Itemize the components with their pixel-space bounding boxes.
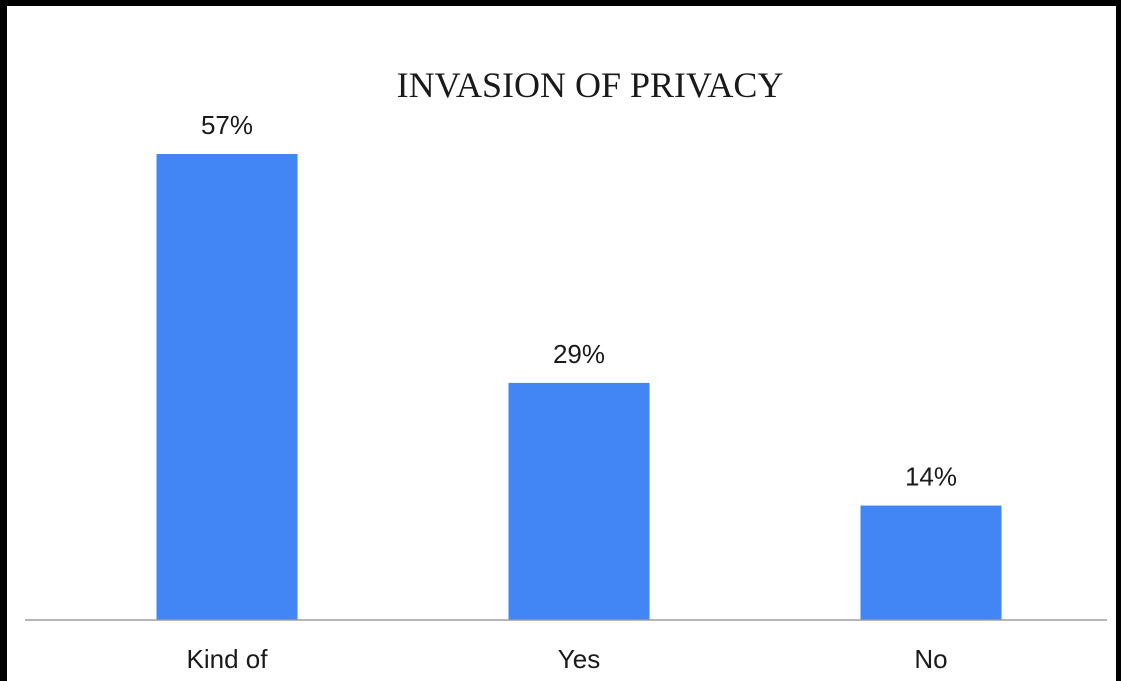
bar-kind-of xyxy=(156,154,298,620)
bar-no xyxy=(860,505,1002,620)
labels-layer: 57% Kind of 29% Yes 14% No xyxy=(187,110,958,674)
bars-layer xyxy=(156,154,1002,620)
data-label-kind-of: 57% xyxy=(201,110,253,140)
bar-chart: INVASION OF PRIVACY 57% Kind of 29% Yes 14% N… xyxy=(25,65,1107,674)
bar-yes xyxy=(508,382,650,620)
x-tick-label-kind-of: Kind of xyxy=(187,644,269,674)
data-label-yes: 29% xyxy=(553,339,605,369)
data-label-no: 14% xyxy=(905,462,957,492)
x-tick-label-yes: Yes xyxy=(558,644,600,674)
x-tick-label-no: No xyxy=(914,644,947,674)
chart-title: INVASION OF PRIVACY xyxy=(397,65,784,105)
